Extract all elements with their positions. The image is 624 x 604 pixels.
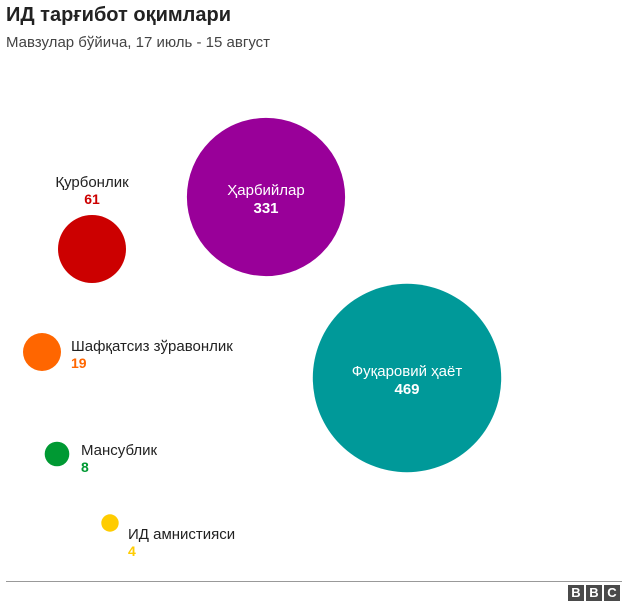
bubble [23,333,61,371]
bubble-label: Қурбонлик [55,174,129,191]
bbc-logo-letter: B [586,585,602,601]
chart-subtitle: Мавзулар бўйича, 17 июль - 15 август [6,34,271,51]
bubble [312,283,502,473]
bubble [186,117,346,277]
bubble-label: Мансублик [81,442,158,459]
chart-title: ИД тарғибот оқимлари [6,4,232,26]
bubble [101,514,119,532]
bubble-value-label: 4 [128,543,136,559]
bbc-logo-letter: C [604,585,620,601]
bubble-value-label: 469 [394,381,419,398]
bubble-value-label: 19 [71,355,87,371]
bubble-label: Ҳарбийлар [227,182,304,199]
bubble [44,441,70,467]
bbc-logo-letter: B [568,585,584,601]
bbc-logo: B B C [568,585,620,601]
bubble-value-label: 61 [84,191,100,207]
bubble-label: Шафқатсиз зўравонлик [71,338,233,355]
footer-divider [6,581,622,582]
bubble-value-label: 331 [253,200,278,217]
bubble [58,215,126,283]
bubble-label: ИД амнистияси [128,526,235,543]
bubble-label: Фуқаровий ҳаёт [352,363,463,380]
bubble-value-label: 8 [81,459,89,475]
